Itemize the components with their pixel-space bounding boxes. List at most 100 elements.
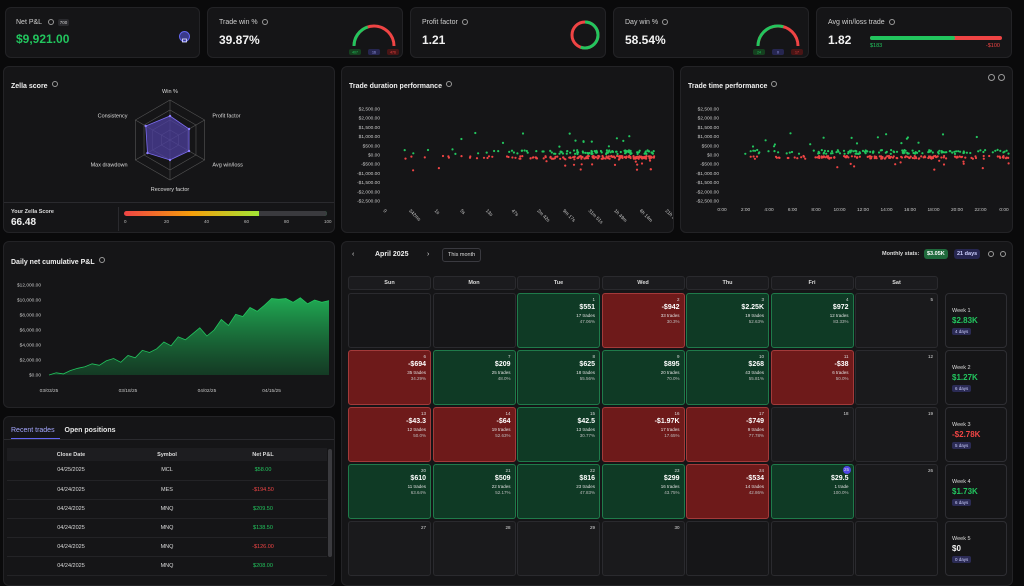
info-icon[interactable] (998, 74, 1005, 81)
winning-trade-point (569, 151, 572, 154)
y-tick-label: $1,500.00 (698, 125, 720, 131)
losing-trade-point (532, 156, 535, 159)
prev-month-icon[interactable]: ‹ (352, 251, 355, 258)
column-header-close-date[interactable]: Close Date (7, 448, 135, 461)
calendar-day[interactable]: 12 (855, 350, 938, 405)
calendar-day[interactable]: 14 -$64 19 trades 52.63% (432, 407, 516, 462)
week-summary[interactable]: Week 2 $1.27K 6 days (945, 350, 1007, 405)
info-icon[interactable] (888, 19, 895, 26)
calendar-day[interactable]: 18 (770, 407, 854, 462)
calendar-day[interactable]: 9 $895 20 trades 70.0% (601, 350, 685, 405)
calendar-day (686, 521, 769, 576)
column-header-symbol[interactable]: Symbol (135, 448, 199, 461)
tab-open-positions[interactable]: Open positions (64, 427, 116, 434)
calendar-day[interactable]: 13 -$43.3 12 trades 50.0% (348, 407, 431, 462)
winning-trade-point (497, 150, 500, 153)
winning-trade-point (576, 149, 579, 152)
calendar-day[interactable]: 16 -$1.97K 17 trades 17.65% (601, 407, 685, 462)
calculator-icon[interactable] (179, 31, 190, 43)
settings-icon[interactable] (988, 74, 995, 81)
this-month-button[interactable]: This month (442, 248, 482, 262)
info-icon[interactable] (98, 256, 105, 263)
info-icon[interactable] (771, 80, 778, 87)
next-month-icon[interactable]: › (427, 251, 430, 258)
losing-trade-point (596, 157, 599, 160)
calendar-day[interactable]: 25 $29.5 1 trade 100.0% (770, 464, 854, 519)
calendar-day[interactable]: 28 (432, 521, 516, 576)
calendar-day[interactable]: 15 $42.5 13 trades 30.77% (517, 407, 600, 462)
winning-trade-point (757, 152, 760, 155)
calendar-day[interactable]: 10 $268 43 trades 55.81% (686, 350, 769, 405)
x-tick-label: 04/15/25 (262, 388, 281, 394)
calendar-day[interactable]: 19 (855, 407, 938, 462)
winning-trade-point (858, 152, 862, 155)
winning-trade-point (827, 150, 830, 153)
calendar-day[interactable]: 27 (348, 521, 431, 576)
calendar-day[interactable]: 21 $509 22 trades 52.17% (432, 464, 516, 519)
calendar-day[interactable]: 3 $2.25K 19 trades 52.63% (686, 293, 769, 348)
losing-trade-point (610, 155, 613, 158)
week-summary[interactable]: Week 4 $1.73K 6 days (945, 464, 1007, 519)
calendar-day[interactable]: 4 $972 12 trades 83.33% (770, 293, 854, 348)
info-icon[interactable] (662, 19, 669, 26)
calendar-day[interactable]: 7 $209 25 trades 48.0% (432, 350, 516, 405)
avg-win-loss-value: 1.82 (828, 33, 852, 47)
table-row[interactable]: 04/24/2025 MNQ $138.50 (7, 518, 327, 538)
winning-trade-point (825, 152, 828, 155)
info-icon[interactable] (47, 19, 54, 26)
calendar-day[interactable]: 6 -$694 35 trades 34.29% (348, 350, 431, 405)
calendar-day[interactable]: 2 -$942 33 trades 30.3% (601, 293, 685, 348)
radar-score-shape (145, 115, 190, 161)
info-icon[interactable] (1000, 251, 1006, 257)
winning-trade-point (977, 150, 980, 153)
day-trade-count: 35 trades (407, 370, 426, 375)
week-net-pl: $0 (952, 544, 961, 553)
winning-trade-point (636, 151, 639, 154)
day-trade-count: 12 trades (407, 427, 426, 432)
losing-trade-point (632, 155, 635, 158)
calendar-day[interactable]: 24 -$534 14 trades 42.86% (686, 464, 769, 519)
calendar-day[interactable]: 8 $625 18 trades 55.56% (517, 350, 600, 405)
week-summary[interactable]: Week 3 -$2.78K 5 days (945, 407, 1007, 462)
column-header-net-pl[interactable]: Net P&L (199, 448, 327, 461)
losing-trade-point (635, 168, 639, 171)
winning-trade-point (837, 150, 840, 153)
calendar-day[interactable]: 17 -$749 9 trades 77.78% (686, 407, 769, 462)
calendar-day[interactable]: 26 (855, 464, 938, 519)
info-icon[interactable] (461, 19, 468, 26)
y-tick-label: $4,000.00 (20, 343, 42, 349)
profit-factor-ring (570, 20, 600, 50)
table-row[interactable]: 04/25/2025 MCL $58.00 (7, 461, 327, 481)
winning-trade-point (905, 137, 908, 140)
table-row[interactable]: 04/24/2025 MNQ $209.50 (7, 499, 327, 519)
day-net-pl: $42.5 (577, 418, 595, 425)
info-icon[interactable] (51, 80, 58, 87)
week-summary[interactable]: Week 1 $2.83K 4 days (945, 293, 1007, 348)
info-icon[interactable] (261, 19, 268, 26)
table-row[interactable]: 04/24/2025 MNQ $208.00 (7, 556, 327, 576)
losing-trade-point (577, 156, 580, 160)
winning-trade-point (904, 149, 907, 152)
winning-trade-point (521, 132, 525, 135)
calendar-day[interactable]: 23 $299 16 trades 43.75% (601, 464, 685, 519)
calendar-day[interactable]: 30 (601, 521, 685, 576)
tab-recent-trades[interactable]: Recent trades (11, 427, 55, 434)
info-icon[interactable] (445, 80, 452, 87)
calendar-day[interactable]: 29 (517, 521, 600, 576)
calendar-day[interactable]: 22 $816 23 trades 47.83% (517, 464, 600, 519)
winning-trade-point (850, 136, 853, 139)
calendar-day[interactable]: 1 $551 17 trades 47.06% (517, 293, 600, 348)
table-row[interactable]: 04/24/2025 MES -$194.50 (7, 480, 327, 500)
week-summary[interactable]: Week 5 $0 0 days (945, 521, 1007, 576)
losing-trade-point (843, 155, 846, 158)
winning-trade-point (622, 139, 625, 142)
settings-icon[interactable] (988, 251, 994, 257)
winning-trade-point (879, 149, 882, 152)
table-row[interactable]: 04/24/2025 MNQ -$126.00 (7, 537, 327, 557)
calendar-day[interactable]: 11 -$38 6 trades 50.0% (770, 350, 854, 405)
calendar-day[interactable]: 20 $610 11 trades 63.64% (348, 464, 431, 519)
day-trade-count: 18 trades (576, 370, 595, 375)
losing-trade-point (475, 157, 479, 160)
trades-scrollbar[interactable] (328, 449, 332, 557)
calendar-day[interactable]: 5 (855, 293, 938, 348)
